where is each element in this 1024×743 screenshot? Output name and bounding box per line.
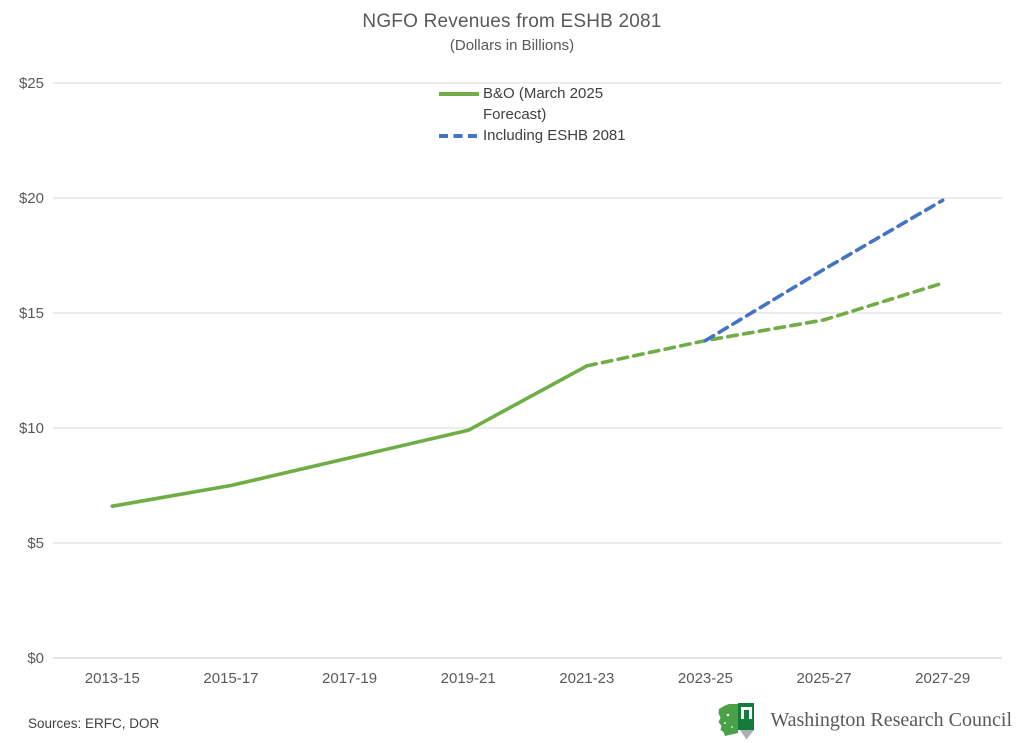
x-axis-tick-label: 2017-19: [322, 670, 377, 687]
legend-label-eshb: Including ESHB 2081: [483, 127, 626, 144]
legend-label-bo: B&O (March 2025 Forecast): [483, 85, 604, 123]
chart-subtitle: (Dollars in Billions): [449, 37, 575, 54]
x-axis-tick-label: 2013-15: [85, 670, 140, 687]
legend-solid-line-icon: [439, 92, 479, 96]
brand-footer: Washington Research Council: [716, 700, 1012, 740]
y-axis-tick-label: $0: [27, 650, 44, 667]
y-axis-tick-label: $25: [19, 75, 44, 92]
legend-dashed-line-icon: [439, 134, 479, 138]
brand-name: Washington Research Council: [770, 708, 1012, 731]
x-axis-tick-label: 2023-25: [678, 670, 733, 687]
chart-title: NGFO Revenues from ESHB 2081: [362, 11, 662, 32]
legend-item-bo: B&O (March 2025 Forecast): [438, 83, 626, 125]
sources-note: Sources: ERFC, DOR: [28, 716, 160, 731]
series-line: [585, 281, 945, 368]
chart-legend: B&O (March 2025 Forecast) Including ESHB…: [438, 83, 626, 146]
x-axis-tick-label: 2015-17: [203, 670, 258, 687]
x-axis-tick-label: 2025-27: [797, 670, 852, 687]
y-axis-tick-label: $10: [19, 420, 44, 437]
y-axis-tick-label: $5: [27, 535, 44, 552]
x-axis-tick-label: 2021-23: [559, 670, 614, 687]
washington-research-council-logo-icon: [718, 703, 755, 740]
y-axis-tick-label: $20: [19, 190, 44, 207]
series-line: [110, 364, 589, 509]
x-axis-tick-label: 2027-29: [915, 670, 970, 687]
legend-item-eshb: Including ESHB 2081: [438, 125, 626, 146]
x-axis-tick-label: 2019-21: [441, 670, 496, 687]
series-line: [703, 198, 945, 343]
y-axis-tick-label: $15: [19, 305, 44, 322]
